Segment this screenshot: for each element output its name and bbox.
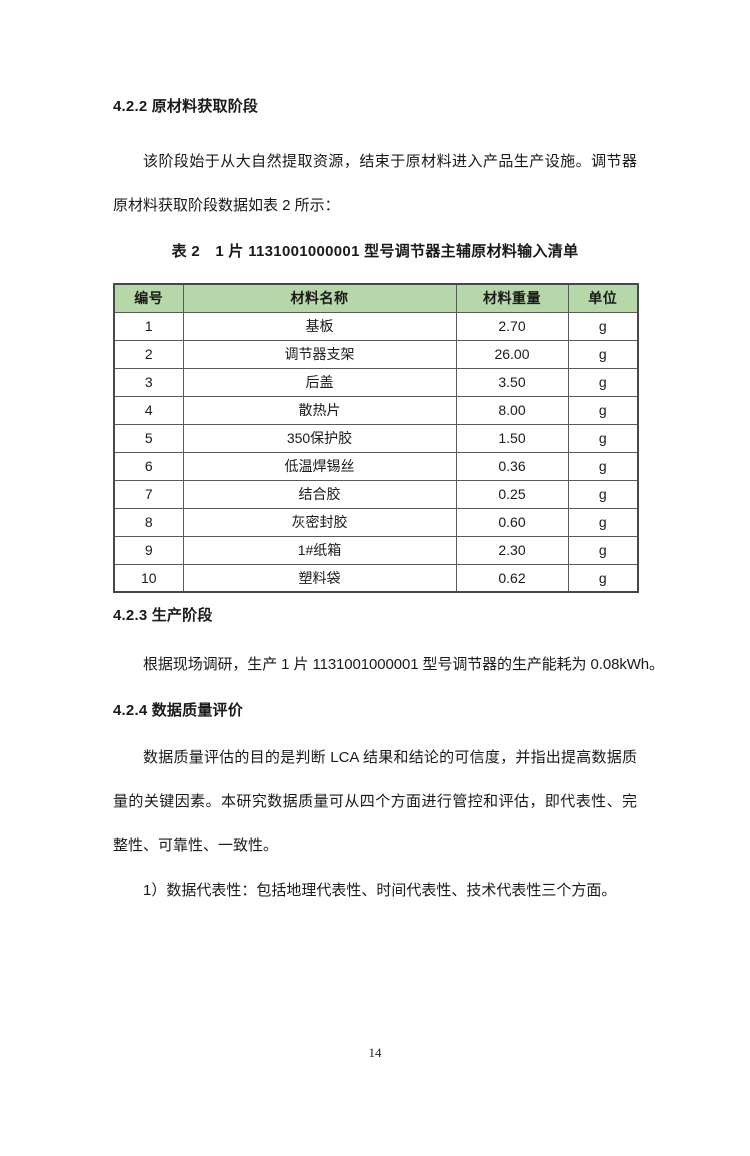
cell-material: 调节器支架 bbox=[182, 339, 457, 369]
cell-weight: 26.00 bbox=[455, 339, 569, 369]
table-row: 6 低温焊锡丝 0.36 g bbox=[113, 451, 639, 481]
cell-weight: 0.62 bbox=[455, 563, 569, 593]
section-heading-4-2-4: 4.2.4 数据质量评价 bbox=[113, 702, 243, 719]
cell-material: 低温焊锡丝 bbox=[182, 451, 457, 481]
table-caption: 表 2 1 片 1131001000001 型号调节器主辅原材料输入清单 bbox=[171, 243, 579, 260]
table-row: 10 塑料袋 0.62 g bbox=[113, 563, 639, 593]
cell-id: 1 bbox=[113, 311, 184, 341]
cell-material: 后盖 bbox=[182, 367, 457, 397]
cell-id: 7 bbox=[113, 479, 184, 509]
table-row: 7 结合胶 0.25 g bbox=[113, 479, 639, 509]
cell-id: 2 bbox=[113, 339, 184, 369]
cell-weight: 8.00 bbox=[455, 395, 569, 425]
paragraph-data-quality: 数据质量评估的目的是判断 LCA 结果和结论的可信度，并指出提高数据质量的关键因… bbox=[113, 749, 637, 854]
cell-unit: g bbox=[567, 423, 639, 453]
cell-unit: g bbox=[567, 451, 639, 481]
cell-unit: g bbox=[567, 535, 639, 565]
cell-material: 结合胶 bbox=[182, 479, 457, 509]
cell-unit: g bbox=[567, 563, 639, 593]
document-page: 4.2.2 原材料获取阶段 该阶段始于从大自然提取资源，结束于原材料进入产品生产… bbox=[0, 96, 750, 913]
cell-unit: g bbox=[567, 367, 639, 397]
column-header-material: 材料名称 bbox=[182, 283, 457, 313]
cell-unit: g bbox=[567, 507, 639, 537]
table-row: 1 基板 2.70 g bbox=[113, 311, 639, 341]
cell-id: 6 bbox=[113, 451, 184, 481]
cell-weight: 2.30 bbox=[455, 535, 569, 565]
table-header-row: 编号 材料名称 材料重量 单位 bbox=[113, 283, 639, 313]
cell-weight: 0.36 bbox=[455, 451, 569, 481]
table-row: 9 1#纸箱 2.30 g bbox=[113, 535, 639, 565]
cell-id: 4 bbox=[113, 395, 184, 425]
table-row: 2 调节器支架 26.00 g bbox=[113, 339, 639, 369]
section-heading-4-2-3: 4.2.3 生产阶段 bbox=[113, 607, 213, 624]
list-item-data-representativeness: 1）数据代表性：包括地理代表性、时间代表性、技术代表性三个方面。 bbox=[143, 882, 617, 899]
cell-weight: 3.50 bbox=[455, 367, 569, 397]
paragraph-production-stage: 根据现场调研，生产 1 片 1131001000001 型号调节器的生产能耗为 … bbox=[143, 656, 664, 673]
cell-unit: g bbox=[567, 339, 639, 369]
cell-unit: g bbox=[567, 479, 639, 509]
cell-material: 基板 bbox=[182, 311, 457, 341]
cell-material: 灰密封胶 bbox=[182, 507, 457, 537]
cell-weight: 1.50 bbox=[455, 423, 569, 453]
cell-unit: g bbox=[567, 311, 639, 341]
column-header-id: 编号 bbox=[113, 283, 184, 313]
cell-material: 1#纸箱 bbox=[182, 535, 457, 565]
cell-id: 8 bbox=[113, 507, 184, 537]
cell-weight: 0.60 bbox=[455, 507, 569, 537]
cell-weight: 2.70 bbox=[455, 311, 569, 341]
cell-unit: g bbox=[567, 395, 639, 425]
materials-input-table: 编号 材料名称 材料重量 单位 1 基板 2.70 g 2 调节器支架 26.0… bbox=[113, 283, 639, 593]
cell-id: 9 bbox=[113, 535, 184, 565]
table-row: 5 350保护胶 1.50 g bbox=[113, 423, 639, 453]
cell-material: 塑料袋 bbox=[182, 563, 457, 593]
cell-id: 3 bbox=[113, 367, 184, 397]
cell-material: 350保护胶 bbox=[182, 423, 457, 453]
cell-weight: 0.25 bbox=[455, 479, 569, 509]
cell-id: 10 bbox=[113, 563, 184, 593]
page-number: 14 bbox=[368, 1045, 382, 1060]
column-header-unit: 单位 bbox=[567, 283, 639, 313]
table-row: 3 后盖 3.50 g bbox=[113, 367, 639, 397]
paragraph-raw-material-stage: 该阶段始于从大自然提取资源，结束于原材料进入产品生产设施。调节器原材料获取阶段数… bbox=[113, 153, 637, 214]
cell-id: 5 bbox=[113, 423, 184, 453]
section-heading-4-2-2: 4.2.2 原材料获取阶段 bbox=[113, 98, 259, 115]
column-header-weight: 材料重量 bbox=[455, 283, 569, 313]
table-row: 4 散热片 8.00 g bbox=[113, 395, 639, 425]
cell-material: 散热片 bbox=[182, 395, 457, 425]
table-row: 8 灰密封胶 0.60 g bbox=[113, 507, 639, 537]
